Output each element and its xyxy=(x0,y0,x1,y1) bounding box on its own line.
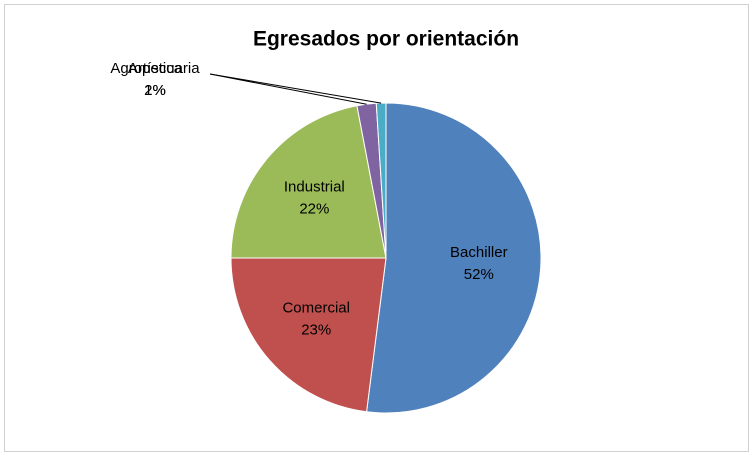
slice-value-label: 52% xyxy=(464,266,494,283)
slice-label: Bachiller xyxy=(450,244,508,261)
leader-line xyxy=(209,73,367,105)
slice-value-label: 22% xyxy=(299,201,329,218)
pie-slice xyxy=(366,102,542,414)
pie-slice xyxy=(230,105,387,259)
slice-value-label: 1% xyxy=(144,82,166,99)
slice-value-label: 23% xyxy=(301,321,331,338)
chart-title: Egresados por orientación xyxy=(253,28,519,51)
slice-label: Industrial xyxy=(284,179,345,196)
slice-value-label: 2% xyxy=(144,82,166,99)
slice-label: Artística xyxy=(128,60,183,77)
pie-slice xyxy=(230,257,387,413)
slice-label: Comercial xyxy=(282,299,350,316)
leader-line xyxy=(209,73,382,104)
slice-label: Agropecuaria xyxy=(110,60,200,77)
